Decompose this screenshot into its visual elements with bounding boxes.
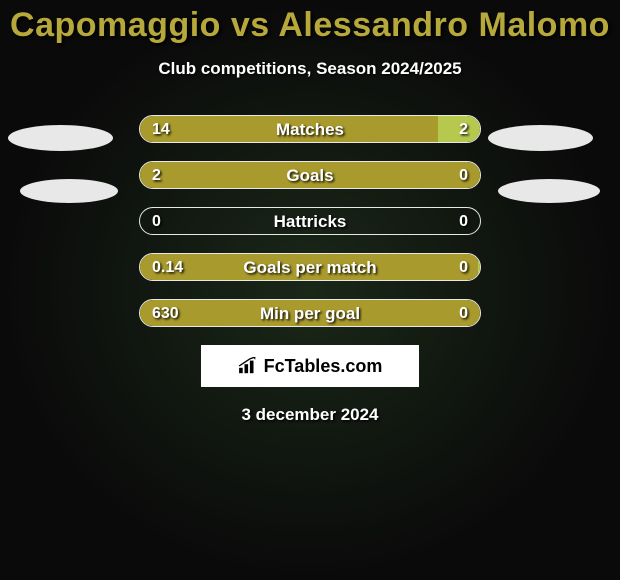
brand-box: FcTables.com <box>201 345 419 387</box>
stat-row: 6300Min per goal <box>0 299 620 327</box>
page-title: Capomaggio vs Alessandro Malomo <box>0 0 620 45</box>
stat-row: 00Hattricks <box>0 207 620 235</box>
side-ellipse <box>20 179 118 203</box>
side-ellipse <box>498 179 600 203</box>
stat-label: Goals <box>140 162 480 189</box>
stat-label: Min per goal <box>140 300 480 327</box>
stat-bar: 0.140Goals per match <box>139 253 481 281</box>
stat-bar: 142Matches <box>139 115 481 143</box>
side-ellipse <box>488 125 593 151</box>
date-label: 3 december 2024 <box>0 405 620 425</box>
brand-label: FcTables.com <box>238 356 383 377</box>
stat-label: Goals per match <box>140 254 480 281</box>
stat-bar: 6300Min per goal <box>139 299 481 327</box>
stat-row: 0.140Goals per match <box>0 253 620 281</box>
stat-bar: 20Goals <box>139 161 481 189</box>
subtitle: Club competitions, Season 2024/2025 <box>0 59 620 79</box>
stat-label: Matches <box>140 116 480 143</box>
side-ellipse <box>8 125 113 151</box>
stat-bar: 00Hattricks <box>139 207 481 235</box>
stat-label: Hattricks <box>140 208 480 235</box>
brand-text: FcTables.com <box>264 356 383 377</box>
bar-chart-icon <box>238 357 260 375</box>
